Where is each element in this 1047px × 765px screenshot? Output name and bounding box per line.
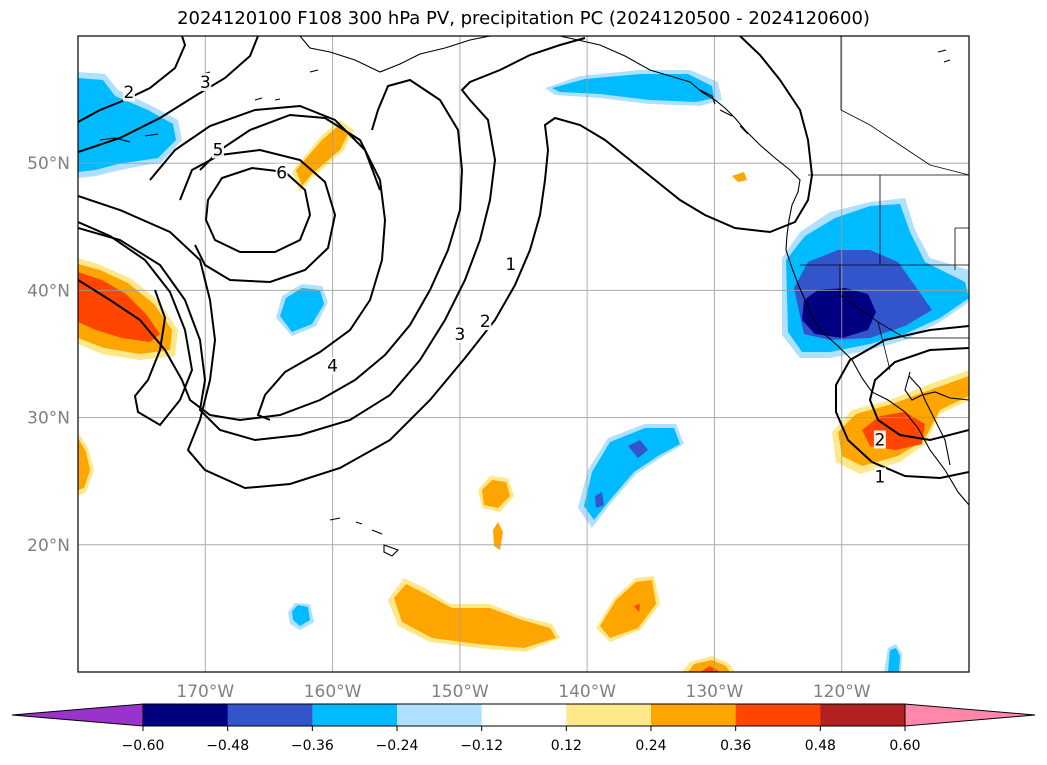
lat-tick-label: 40°N: [27, 281, 70, 301]
colorbar: [11, 703, 1036, 727]
contour-label: 6: [276, 163, 287, 183]
contour-label: 2: [480, 312, 491, 332]
colorbar-tick-label: 0.12: [551, 738, 582, 754]
lon-tick-label: 140°W: [558, 682, 616, 702]
colorbar-tick-label: −0.60: [122, 738, 165, 754]
contour-label-bg: [275, 163, 288, 182]
contour-label-bg: [504, 254, 517, 273]
lon-tick-label: 150°W: [431, 682, 489, 702]
lon-tick-label: 130°W: [686, 682, 744, 702]
lon-tick-label: 120°W: [813, 682, 871, 702]
colorbar-tick-label: 0.36: [720, 738, 751, 754]
political-borders: [800, 36, 969, 371]
map-title: 2024120100 F108 300 hPa PV, precipitatio…: [177, 8, 870, 29]
colorbar-tick-labels: −0.60 −0.48 −0.36 −0.24 −0.12 0.12 0.24 0.36 0.4…: [122, 726, 921, 754]
latitude-tick-labels: 20°N 30°N 40°N 50°N: [27, 154, 70, 556]
lat-tick-label: 30°N: [27, 409, 70, 429]
colorbar-tick-label: 0.60: [889, 738, 920, 754]
contour-label: 3: [200, 73, 211, 93]
contour-label: 2: [124, 83, 135, 103]
contour-label-bg: [873, 467, 886, 486]
contour-label: 1: [874, 467, 885, 487]
colorbar-tick-label: −0.12: [460, 738, 503, 754]
colorbar-tick-label: 0.48: [805, 738, 836, 754]
contour-label-bg: [479, 312, 492, 331]
lat-tick-label: 50°N: [27, 154, 70, 174]
precipitation-anomaly-shading: [78, 70, 969, 672]
colorbar-tick-label: −0.48: [206, 738, 249, 754]
contour-label: 4: [327, 357, 338, 377]
contour-label-bg: [122, 83, 135, 102]
colorbar-outline: [142, 703, 906, 727]
contour-label-bg: [212, 140, 225, 159]
colorbar-segment: [651, 704, 737, 726]
colorbar-segment: [312, 704, 398, 726]
map-frame: [77, 35, 970, 673]
longitude-tick-labels: 170°W 160°W 150°W 140°W 130°W 120°W: [176, 682, 870, 702]
contour-label: 3: [454, 325, 465, 345]
contour-label: 2: [874, 430, 885, 450]
contour-label-bg: [326, 356, 339, 375]
colorbar-segment: [227, 704, 313, 726]
lon-tick-label: 160°W: [304, 682, 362, 702]
contour-label: 5: [213, 140, 224, 160]
colorbar-segment: [481, 704, 567, 726]
contour-label-bg: [453, 324, 466, 343]
contour-label-bg: [199, 73, 212, 92]
contour-label: 1: [505, 255, 516, 275]
map-gridlines: [78, 36, 969, 672]
colorbar-extend-high: [904, 703, 1036, 727]
colorbar-segment: [397, 704, 483, 726]
contour-label-bg: [873, 430, 886, 449]
colorbar-extend-low: [11, 703, 144, 727]
lat-tick-label: 20°N: [27, 536, 70, 556]
colorbar-tick-label: 0.24: [635, 738, 666, 754]
colorbar-tick-label: −0.36: [291, 738, 334, 754]
lon-tick-label: 170°W: [176, 682, 234, 702]
colorbar-tick-label: −0.24: [376, 738, 419, 754]
pv-contours: [78, 36, 969, 490]
colorbar-segment: [143, 704, 229, 726]
colorbar-segment: [820, 704, 906, 726]
colorbar-segment: [735, 704, 821, 726]
colorbar-segment: [566, 704, 652, 726]
